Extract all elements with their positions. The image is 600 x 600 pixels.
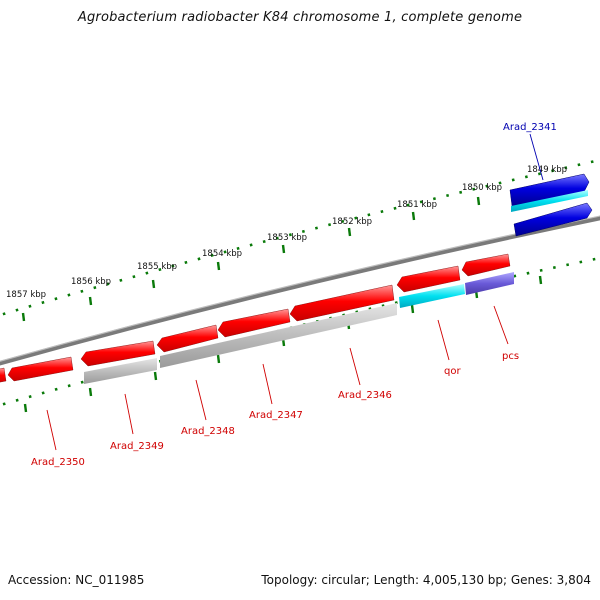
topology-text: Topology: circular; Length: 4,005,130 bp… xyxy=(261,573,591,587)
gene-row-lower xyxy=(84,272,514,384)
kbp-label: 1849 kbp xyxy=(527,165,567,175)
gene-arrow xyxy=(0,367,7,383)
rna-band xyxy=(160,303,397,368)
gene-label: Arad_2350 xyxy=(31,457,85,468)
gene-arrow xyxy=(80,340,156,367)
major-ticks xyxy=(21,183,542,322)
gene-arrow xyxy=(513,202,593,237)
gene-label: qor xyxy=(444,366,461,377)
kbp-label: 1854 kbp xyxy=(202,249,242,259)
rna-band xyxy=(465,272,514,295)
gene-label: Arad_2349 xyxy=(110,441,164,452)
inner-major-ticks xyxy=(23,275,543,413)
kbp-label: 1853 kbp xyxy=(267,233,307,243)
scale-labels: 1849 kbp 1850 kbp 1851 kbp 1852 kbp 1853… xyxy=(6,165,567,300)
gene-arrow xyxy=(289,284,395,322)
gene-arrow xyxy=(509,173,590,207)
gene-row-upper xyxy=(0,253,511,383)
gene-arrow xyxy=(7,356,74,382)
leader-lines xyxy=(46,133,544,451)
rna-band xyxy=(399,284,465,308)
kbp-label: 1851 kbp xyxy=(397,200,437,210)
kbp-label: 1850 kbp xyxy=(462,183,502,193)
map-title: Agrobacterium radiobacter K84 chromosome… xyxy=(77,10,523,25)
accession-text: Accession: NC_011985 xyxy=(8,573,145,587)
kbp-label: 1852 kbp xyxy=(332,217,372,227)
gene-label: Arad_2347 xyxy=(249,410,303,421)
gene-label: pcs xyxy=(502,351,519,362)
gene-arrow xyxy=(156,324,219,353)
forward-genes xyxy=(509,173,593,237)
kbp-label: 1857 kbp xyxy=(6,290,46,300)
gene-label: Arad_2348 xyxy=(181,426,235,437)
gene-arrow xyxy=(217,308,291,338)
kbp-label: 1856 kbp xyxy=(71,277,111,287)
gene-label: Arad_2341 xyxy=(503,122,557,133)
gene-label: Arad_2346 xyxy=(338,390,392,401)
rna-band xyxy=(84,358,157,384)
kbp-label: 1855 kbp xyxy=(137,262,177,272)
gene-labels: Arad_2341 pcs qor Arad_2346 Arad_2347 Ar… xyxy=(31,122,557,468)
gene-arrow xyxy=(396,265,461,293)
gene-arrow xyxy=(461,253,511,277)
rna-band xyxy=(511,190,588,212)
